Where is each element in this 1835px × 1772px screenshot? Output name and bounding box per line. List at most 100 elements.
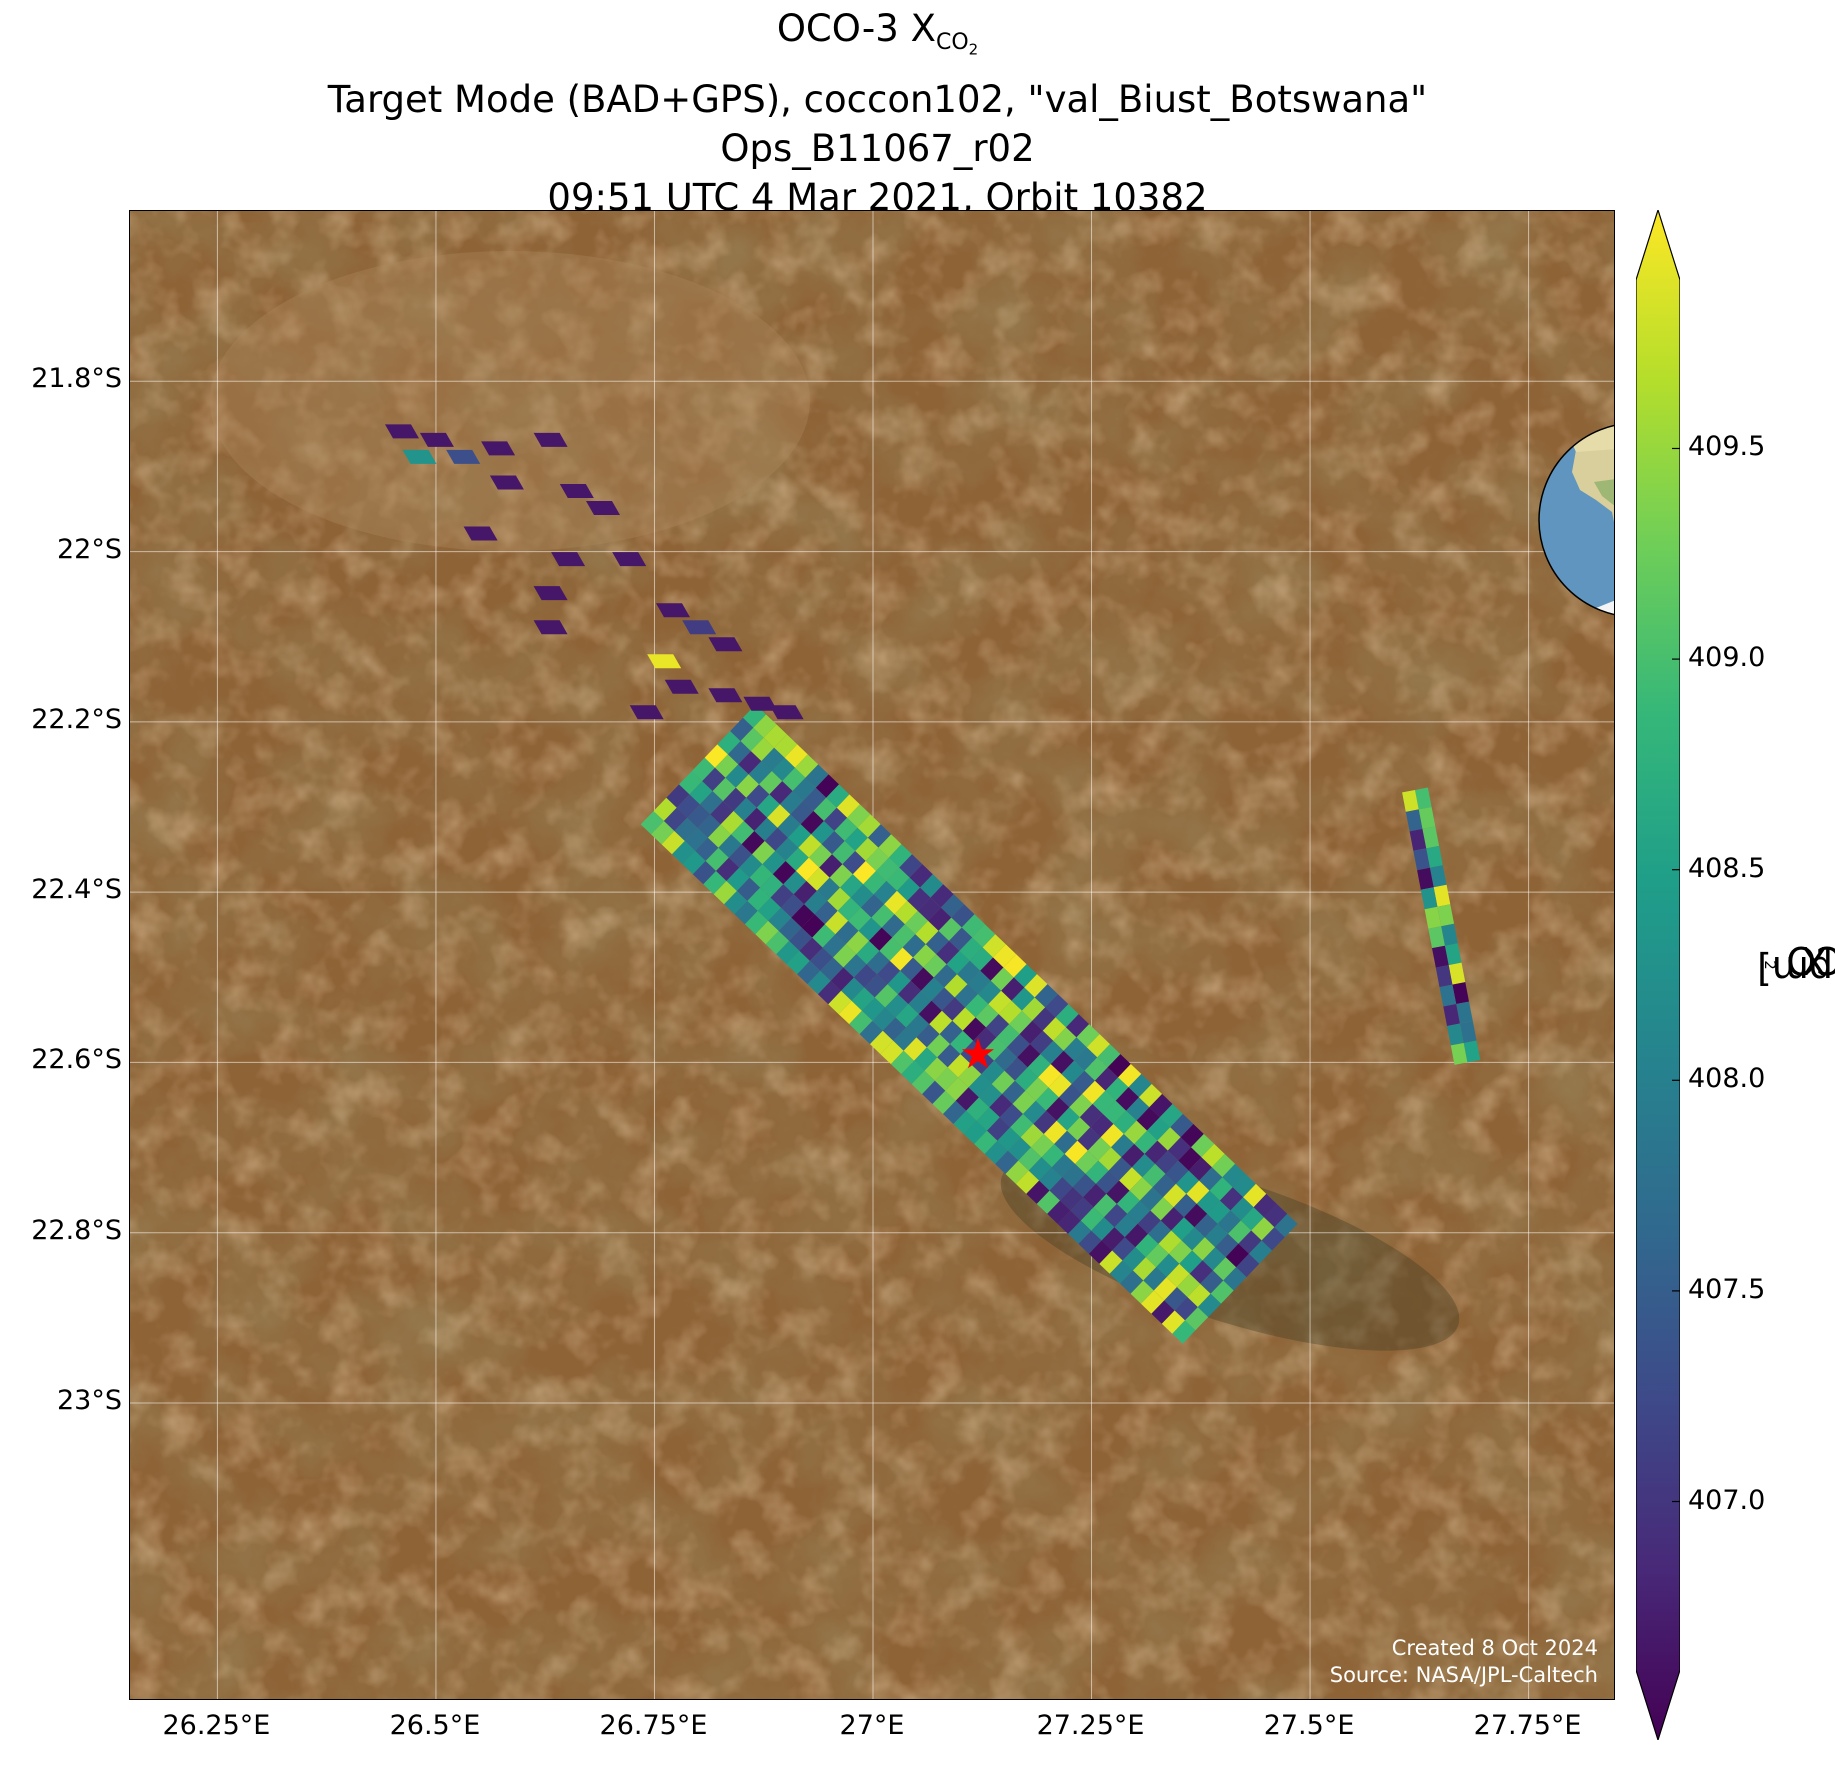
- sounding-main-swath: [1040, 1040, 1064, 1065]
- sounding-main-swath: [716, 857, 740, 881]
- sounding-main-swath: [1132, 1257, 1157, 1281]
- sounding-east-swath: [1409, 828, 1427, 851]
- sounding-main-swath: [874, 984, 898, 1008]
- sounding-main-swath: [726, 867, 750, 891]
- sounding-main-swath: [863, 871, 887, 895]
- sounding-main-swath: [931, 987, 955, 1011]
- sounding-main-swath: [958, 1064, 982, 1088]
- target-marker: ★: [959, 1029, 997, 1078]
- sounding-main-swath: [857, 814, 881, 838]
- lon-tick-label: 27°E: [839, 1710, 905, 1741]
- colorbar-tick-label: 407.5: [1688, 1273, 1766, 1305]
- sounding-main-swath: [880, 1040, 904, 1065]
- sounding-main-swath: [819, 854, 843, 878]
- sounding-main-swath: [750, 737, 775, 762]
- sounding-main-swath: [830, 967, 854, 991]
- sounding-main-swath: [765, 930, 789, 955]
- sounding-main-swath: [893, 1027, 917, 1051]
- sounding-main-swath: [1207, 1200, 1231, 1224]
- sounding-main-swath: [784, 744, 808, 768]
- sounding-main-swath: [921, 977, 945, 1001]
- sounding-main-swath: [1007, 1137, 1031, 1161]
- sounding-main-swath: [1144, 1140, 1168, 1164]
- sounding-main-swath: [1158, 1230, 1182, 1254]
- sounding-main-swath: [929, 1010, 953, 1035]
- sounding-main-swath: [903, 1037, 927, 1061]
- sounding-main-swath: [826, 784, 850, 808]
- sounding-main-swath: [1011, 987, 1035, 1011]
- sounding-main-swath: [1112, 1237, 1136, 1261]
- lon-tick-label: 26.5°E: [389, 1710, 481, 1741]
- sounding-main-swath: [1043, 1120, 1067, 1144]
- sounding-main-swath: [1136, 1107, 1160, 1131]
- sounding-main-swath: [676, 794, 700, 818]
- sounding-main-swath: [812, 924, 836, 948]
- sounding-main-swath: [1106, 1180, 1130, 1204]
- sounding-main-swath: [759, 771, 783, 795]
- sounding-main-swath: [1042, 1017, 1066, 1041]
- sounding-main-swath: [885, 994, 909, 1018]
- sounding-main-swath: [752, 841, 776, 865]
- sounding-main-swath: [782, 767, 806, 791]
- sounding-main-swath: [762, 851, 786, 875]
- sounding-east-swath: [1452, 982, 1469, 1004]
- sounding-east-swath: [1450, 1043, 1468, 1065]
- inset-globe: ★: [1536, 420, 1614, 620]
- sounding-main-swath: [1051, 1154, 1076, 1178]
- sounding-main-swath: [960, 1040, 984, 1065]
- sounding-main-swath: [1012, 1090, 1036, 1114]
- sounding-east-swath: [1426, 845, 1443, 868]
- sounding-main-swath: [894, 900, 918, 925]
- sounding-main-swath: [841, 977, 865, 1001]
- data-source: Source: NASA/JPL-Caltech: [1329, 1663, 1598, 1687]
- sounding-east-swath: [1402, 790, 1419, 812]
- sounding-main-swath: [786, 950, 810, 975]
- sounding-main-swath: [1083, 1183, 1107, 1208]
- sounding-main-swath: [754, 817, 778, 841]
- sounding-main-swath: [779, 791, 804, 815]
- sounding-main-swath: [1079, 1104, 1103, 1128]
- sounding-main-swath: [674, 817, 698, 841]
- sounding-main-swath: [943, 1100, 967, 1124]
- sounding-main-swath: [1139, 1187, 1164, 1211]
- sounding-main-swath: [753, 714, 777, 738]
- sounding-main-swath: [837, 897, 861, 921]
- sounding-main-swath: [772, 861, 796, 885]
- sounding-main-swath: [1127, 1200, 1151, 1224]
- sounding-main-swath: [954, 984, 978, 1008]
- lon-tick-label: 26.75°E: [599, 1710, 708, 1741]
- sounding-main-swath: [1102, 1100, 1127, 1124]
- sounding-main-swath: [990, 967, 1014, 991]
- xco2-soundings: [385, 424, 1481, 1344]
- sounding-main-swath: [1131, 1153, 1156, 1178]
- sounding-main-swath: [1066, 1014, 1090, 1038]
- sounding-main-swath: [877, 960, 901, 985]
- sounding-east-swath: [1429, 865, 1447, 888]
- sounding-main-swath: [923, 954, 947, 978]
- sounding-main-swath: [1194, 1213, 1218, 1238]
- sounding-main-swath: [845, 930, 869, 955]
- sounding-main-swath: [738, 751, 762, 775]
- sounding-main-swath: [808, 844, 832, 868]
- sounding-main-swath: [740, 727, 764, 752]
- sounding-main-swath: [881, 914, 905, 938]
- sounding-main-swath: [1070, 1197, 1094, 1221]
- sounding-main-swath: [1157, 1127, 1181, 1151]
- sounding-main-swath: [1142, 1163, 1166, 1188]
- sounding-main-swath: [787, 824, 812, 848]
- sounding-main-swath: [827, 887, 851, 911]
- sounding-main-swath: [1145, 1243, 1169, 1268]
- sounding-main-swath: [967, 970, 991, 995]
- sounding-main-swath: [1248, 1240, 1272, 1264]
- sounding-main-swath: [1180, 1124, 1204, 1148]
- sounding-main-swath: [746, 784, 770, 808]
- sounding-main-swath: [974, 1130, 998, 1154]
- map-panel[interactable]: ★ ★ Created 8 Oct 2024 Source: NASA/JPL-…: [129, 210, 1615, 1700]
- sounding-main-swath: [755, 920, 779, 945]
- sounding-main-swath: [926, 1034, 950, 1058]
- sounding-east-swath: [1424, 906, 1442, 929]
- sounding-main-swath: [1027, 1054, 1051, 1078]
- sounding-main-swath: [1087, 1137, 1111, 1161]
- sounding-main-swath: [1189, 1260, 1213, 1284]
- sounding-main-swath: [910, 967, 934, 991]
